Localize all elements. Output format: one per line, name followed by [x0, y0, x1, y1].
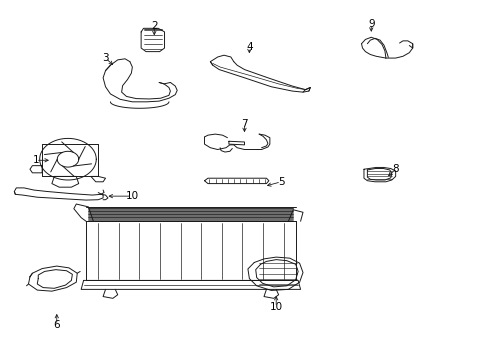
Text: 6: 6 [53, 320, 60, 330]
Text: 1: 1 [32, 155, 39, 165]
Text: 7: 7 [241, 120, 247, 129]
Text: 3: 3 [102, 53, 109, 63]
Text: 10: 10 [269, 302, 282, 312]
Text: 10: 10 [125, 191, 139, 201]
Text: 4: 4 [245, 42, 252, 52]
Text: 5: 5 [277, 177, 284, 187]
Text: 2: 2 [151, 21, 157, 31]
Text: 8: 8 [391, 164, 398, 174]
Text: 9: 9 [367, 19, 374, 29]
